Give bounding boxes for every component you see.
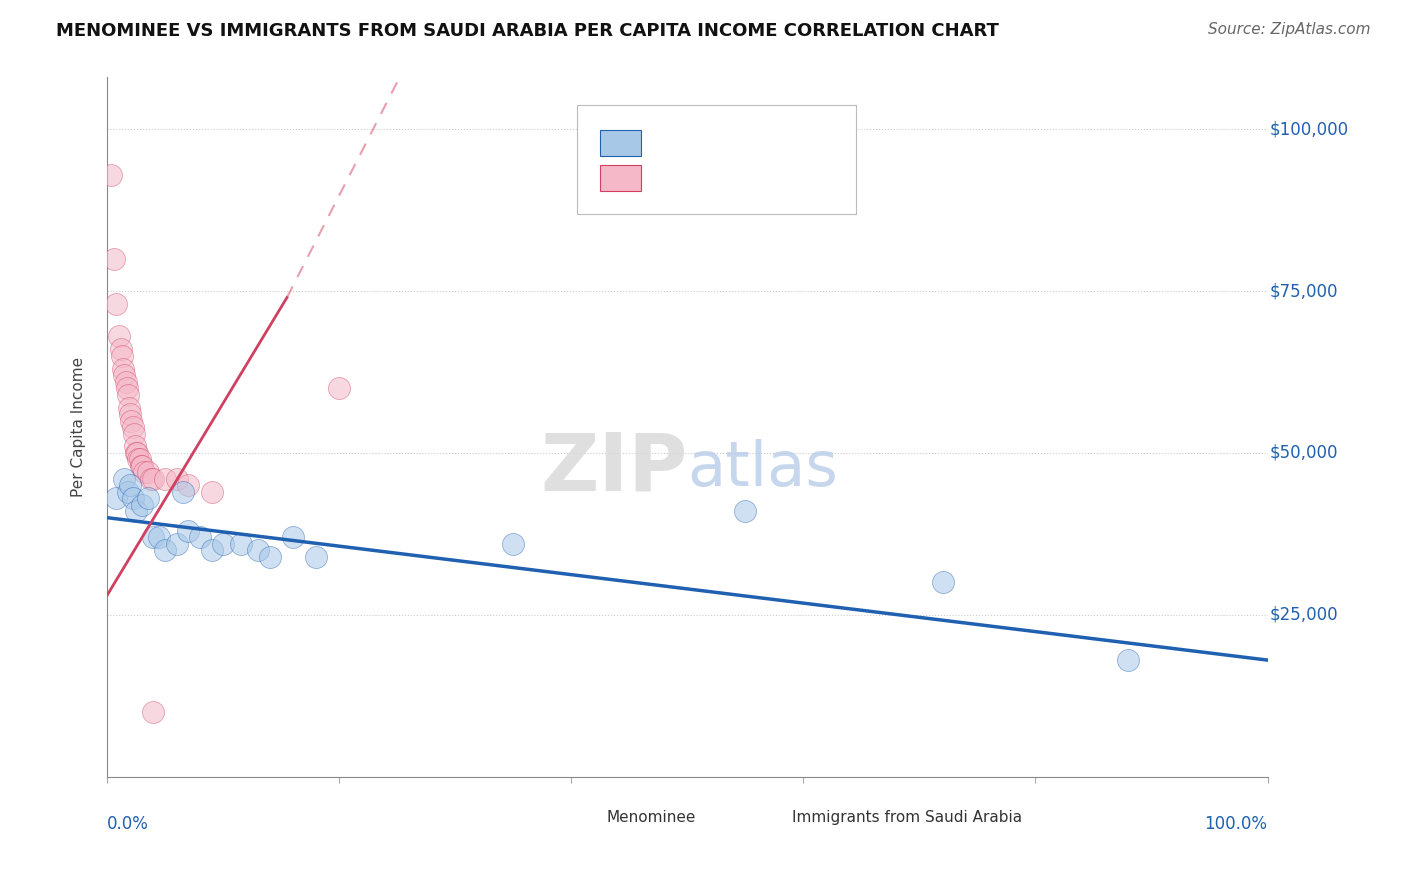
Text: $100,000: $100,000 xyxy=(1270,120,1348,138)
Text: 100.0%: 100.0% xyxy=(1205,815,1268,833)
Point xyxy=(118,401,141,415)
Point xyxy=(305,549,328,564)
Point xyxy=(127,446,149,460)
Point xyxy=(148,530,170,544)
Text: $75,000: $75,000 xyxy=(1270,282,1339,300)
Point xyxy=(114,375,136,389)
Point xyxy=(121,491,143,506)
Point xyxy=(131,498,153,512)
Point xyxy=(281,530,304,544)
Point xyxy=(124,440,146,454)
Point xyxy=(110,343,132,357)
Point xyxy=(166,472,188,486)
Point xyxy=(112,361,135,376)
Point xyxy=(129,458,152,473)
Text: atlas: atlas xyxy=(688,439,838,499)
Point xyxy=(142,472,165,486)
Point xyxy=(120,478,142,492)
Point xyxy=(1116,653,1139,667)
Point xyxy=(117,484,139,499)
Point xyxy=(134,466,156,480)
Bar xyxy=(600,130,641,156)
Point xyxy=(166,536,188,550)
Text: $50,000: $50,000 xyxy=(1270,444,1339,462)
Point xyxy=(153,543,176,558)
Text: Immigrants from Saudi Arabia: Immigrants from Saudi Arabia xyxy=(792,810,1022,825)
Point xyxy=(142,530,165,544)
Point xyxy=(125,446,148,460)
Text: -0.620: -0.620 xyxy=(682,134,741,153)
Point xyxy=(172,484,194,499)
Point xyxy=(117,387,139,401)
Text: 0.175: 0.175 xyxy=(682,169,740,187)
Point xyxy=(105,297,128,311)
Point xyxy=(103,252,125,266)
Point xyxy=(131,458,153,473)
Point xyxy=(200,484,222,499)
Point xyxy=(128,452,150,467)
Text: Source: ZipAtlas.com: Source: ZipAtlas.com xyxy=(1208,22,1371,37)
Text: N =: N = xyxy=(751,169,799,187)
Point xyxy=(105,491,128,506)
Text: N =: N = xyxy=(751,134,799,153)
Point xyxy=(259,549,281,564)
Point xyxy=(177,524,200,538)
Point xyxy=(328,381,350,395)
Point xyxy=(153,472,176,486)
Point xyxy=(177,478,200,492)
Point xyxy=(121,420,143,434)
Text: 0.0%: 0.0% xyxy=(107,815,149,833)
Text: Menominee: Menominee xyxy=(606,810,696,825)
Point xyxy=(212,536,235,550)
Text: R =: R = xyxy=(652,169,689,187)
Point xyxy=(502,536,524,550)
Text: 26: 26 xyxy=(797,134,821,153)
Point xyxy=(120,413,142,427)
Point xyxy=(120,407,142,421)
Point xyxy=(107,329,129,343)
Point xyxy=(188,530,211,544)
Point xyxy=(931,575,953,590)
Point xyxy=(115,381,138,395)
Point xyxy=(136,466,159,480)
Point xyxy=(122,426,145,441)
Text: ZIP: ZIP xyxy=(540,430,688,508)
Point xyxy=(127,452,149,467)
Point xyxy=(734,504,756,518)
Point xyxy=(100,168,122,182)
Text: R =: R = xyxy=(652,134,689,153)
Text: 33: 33 xyxy=(797,169,821,187)
Point xyxy=(142,705,165,719)
Bar xyxy=(571,810,596,826)
Point xyxy=(246,543,269,558)
Y-axis label: Per Capita Income: Per Capita Income xyxy=(72,357,86,497)
FancyBboxPatch shape xyxy=(576,105,856,214)
Point xyxy=(229,536,252,550)
Point xyxy=(136,491,159,506)
Point xyxy=(111,349,134,363)
Text: $25,000: $25,000 xyxy=(1270,606,1339,624)
Point xyxy=(114,368,136,383)
Point xyxy=(141,472,163,486)
Bar xyxy=(600,165,641,192)
Bar xyxy=(756,810,783,826)
Text: MENOMINEE VS IMMIGRANTS FROM SAUDI ARABIA PER CAPITA INCOME CORRELATION CHART: MENOMINEE VS IMMIGRANTS FROM SAUDI ARABI… xyxy=(56,22,1000,40)
Point xyxy=(125,504,148,518)
Point xyxy=(200,543,222,558)
Point xyxy=(114,472,136,486)
